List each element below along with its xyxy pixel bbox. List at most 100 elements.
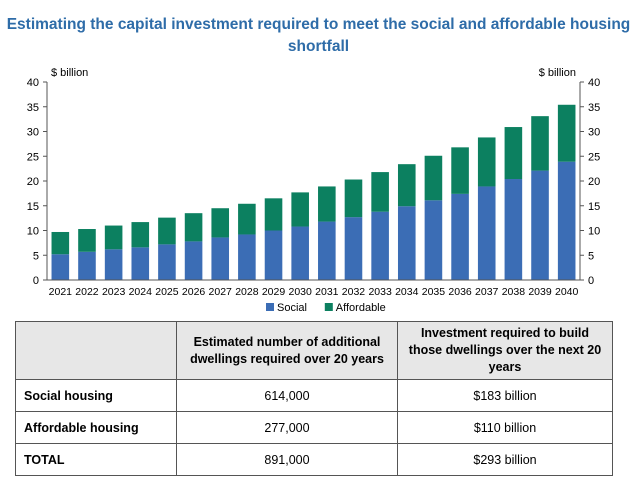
bar-affordable-2034 [397,164,416,207]
y-unit-label-right: $ billion [539,67,576,79]
y-tick-label-right: 5 [588,250,594,262]
cell-investment-affordable: $110 billion [397,411,613,444]
table-row: TOTAL 891,000 $293 billion [15,443,613,476]
x-tick-label: 2034 [395,286,419,298]
y-tick-label-left: 30 [27,127,39,139]
housing-summary-table: Estimated number of additional dwellings… [15,321,613,476]
bar-affordable-2040 [557,104,576,162]
x-tick-label: 2023 [102,286,126,298]
x-tick-label: 2038 [502,286,526,298]
x-tick-label: 2024 [129,286,153,298]
bar-social-2040 [557,161,576,280]
bar-affordable-2035 [424,155,443,201]
bar-social-2021 [51,254,70,280]
bar-affordable-2021 [51,231,70,255]
bar-affordable-2022 [78,229,96,252]
y-tick-label-left: 0 [33,275,39,287]
bar-affordable-2025 [158,217,176,245]
y-tick-label-right: 40 [588,77,600,89]
bar-social-2038 [504,179,523,280]
bar-affordable-2030 [291,192,309,227]
bar-social-2039 [531,170,549,280]
cell-dwellings-affordable: 277,000 [176,411,398,444]
bar-social-2029 [264,230,283,280]
y-tick-label-left: 20 [27,176,39,188]
y-tick-label-left: 15 [27,201,39,213]
x-tick-label: 2021 [49,286,73,298]
y-tick-label-right: 20 [588,176,600,188]
table-header-dwellings: Estimated number of additional dwellings… [176,321,398,380]
x-tick-label: 2022 [75,286,99,298]
row-label-affordable: Affordable housing [15,411,177,444]
chart-title: Estimating the capital investment requir… [0,14,637,58]
table-row: Affordable housing 277,000 $110 billion [15,411,613,444]
bar-social-2026 [184,241,203,280]
bar-affordable-2026 [184,213,203,242]
row-label-social: Social housing [15,379,177,412]
bar-affordable-2023 [104,225,123,250]
bar-affordable-2027 [211,208,230,238]
bar-affordable-2039 [531,116,549,171]
bar-social-2036 [451,193,469,280]
bar-social-2028 [238,234,256,280]
x-tick-label: 2030 [288,286,312,298]
x-tick-label: 2027 [209,286,233,298]
bar-social-2033 [371,211,389,280]
bar-affordable-2037 [477,137,496,187]
bar-affordable-2024 [131,222,150,248]
cell-dwellings-total: 891,000 [176,443,398,476]
y-tick-label-left: 10 [27,226,39,238]
bar-affordable-2028 [238,203,256,235]
bar-affordable-2038 [504,127,523,180]
table-header-row: Estimated number of additional dwellings… [15,321,613,380]
x-tick-label: 2036 [448,286,472,298]
bar-social-2031 [318,221,336,280]
bar-affordable-2033 [371,172,389,212]
bar-social-2030 [291,226,309,280]
bar-affordable-2031 [318,186,336,222]
x-tick-label: 2025 [155,286,179,298]
x-tick-label: 2039 [528,286,552,298]
table-row: Social housing 614,000 $183 billion [15,379,613,412]
y-tick-label-left: 35 [27,102,39,114]
x-tick-label: 2033 [368,286,392,298]
bar-social-2037 [477,186,496,280]
bar-social-2022 [78,251,96,280]
table-header-blank [15,321,177,380]
bar-social-2025 [158,244,176,280]
table-header-investment: Investment required to build those dwell… [397,321,613,380]
bar-social-2035 [424,200,443,280]
y-tick-label-right: 15 [588,201,600,213]
y-tick-label-left: 5 [33,250,39,262]
x-tick-label: 2040 [555,286,579,298]
bar-affordable-2032 [344,179,363,218]
bar-social-2032 [344,217,363,280]
y-tick-label-right: 0 [588,275,594,287]
x-tick-label: 2037 [475,286,499,298]
y-tick-label-right: 10 [588,226,600,238]
y-tick-label-right: 30 [588,127,600,139]
legend-label-affordable: Affordable [336,302,386,314]
x-tick-label: 2028 [235,286,259,298]
legend-swatch-affordable [324,303,333,311]
chart-title-line-2: shortfall [287,38,350,55]
row-label-total: TOTAL [15,443,177,476]
bar-affordable-2036 [451,147,469,194]
y-tick-label-left: 25 [27,151,39,163]
stacked-bar-chart: 0 0 5 5 10 10 15 15 20 2025 25 30 30 35 35 40 40 $ billio… [27,67,601,314]
legend-swatch-social [266,303,274,311]
x-tick-label: 2035 [422,286,446,298]
bar-social-2024 [131,247,150,280]
x-tick-label: 2026 [182,286,206,298]
bar-social-2034 [397,206,416,280]
bar-social-2023 [104,249,123,280]
cell-dwellings-social: 614,000 [176,379,398,412]
legend-label-social: Social [277,302,307,314]
bar-social-2027 [211,237,230,280]
x-tick-label: 2032 [342,286,366,298]
y-unit-label-left: $ billion [51,67,88,79]
x-tick-label: 2031 [315,286,339,298]
y-tick-label-right: 35 [588,102,600,114]
cell-investment-total: $293 billion [397,443,613,476]
y-tick-label-left: 40 [27,77,39,89]
